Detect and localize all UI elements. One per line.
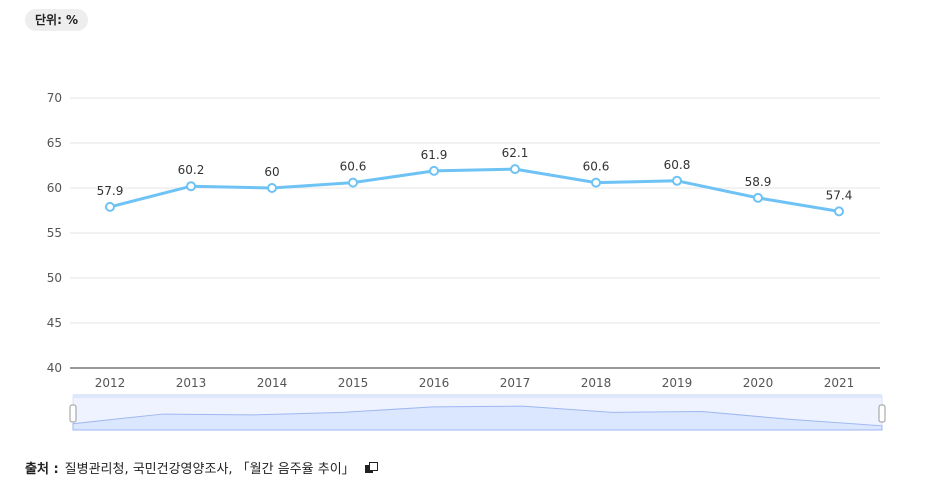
data-labels: 57.9 60.2 60 60.6 61.9 62.1 60.6 60.8 58.9 57.4 — [97, 146, 853, 202]
data-point[interactable] — [267, 183, 277, 193]
data-label: 57.4 — [826, 188, 853, 202]
x-tick-label: 2020 — [743, 376, 774, 390]
data-point[interactable] — [348, 177, 358, 188]
navigator-area — [72, 405, 883, 431]
x-tick-label: 2015 — [338, 376, 369, 390]
data-point[interactable] — [834, 206, 844, 217]
y-tick-label: 55 — [47, 226, 62, 240]
data-point[interactable] — [672, 175, 682, 186]
navigator-left-handle[interactable] — [69, 404, 77, 423]
y-tick-label: 40 — [47, 361, 62, 375]
unit-badge: 단위: % — [25, 9, 89, 31]
x-tick-label: 2014 — [257, 376, 288, 390]
series-line — [109, 167, 840, 213]
data-point[interactable] — [753, 192, 763, 203]
source-line: 출처 : 질병관리청, 국민건강영양조사, 「월간 음주율 추이」 — [25, 458, 378, 477]
y-tick-label: 50 — [47, 271, 62, 285]
grid-lines — [70, 97, 880, 369]
data-point[interactable] — [429, 165, 439, 176]
range-navigator[interactable] — [69, 394, 886, 431]
data-label: 58.9 — [745, 175, 772, 189]
source-label: 출처 : — [25, 462, 59, 477]
x-tick-label: 2021 — [824, 376, 855, 390]
data-label: 60 — [264, 165, 279, 179]
external-link-icon[interactable] — [364, 461, 378, 474]
data-point[interactable] — [591, 177, 601, 188]
y-tick-label: 45 — [47, 316, 62, 330]
x-tick-label: 2019 — [662, 376, 693, 390]
source-text: 질병관리청, 국민건강영양조사, 「월간 음주율 추이」 — [64, 462, 355, 477]
x-tick-label: 2018 — [581, 376, 612, 390]
y-axis-ticks: 40 45 50 55 60 65 70 — [47, 91, 62, 375]
data-label: 62.1 — [502, 146, 529, 160]
data-label: 61.9 — [421, 148, 448, 162]
x-tick-label: 2016 — [419, 376, 450, 390]
data-point[interactable] — [510, 164, 520, 175]
data-label: 60.6 — [340, 160, 367, 174]
x-tick-label: 2017 — [500, 376, 531, 390]
y-tick-label: 60 — [47, 181, 62, 195]
data-point[interactable] — [186, 181, 196, 192]
navigator-scrollbar[interactable] — [73, 394, 882, 398]
x-axis-ticks: 2012 2013 2014 2015 2016 2017 2018 2019 2020 2021 — [95, 376, 855, 390]
data-label: 60.8 — [664, 158, 691, 172]
data-label: 60.2 — [178, 163, 205, 177]
data-point[interactable] — [105, 201, 115, 212]
x-tick-label: 2012 — [95, 376, 126, 390]
y-tick-label: 65 — [47, 136, 62, 150]
x-tick-label: 2013 — [176, 376, 207, 390]
data-label: 57.9 — [97, 184, 124, 198]
y-tick-label: 70 — [47, 91, 62, 105]
navigator-right-handle[interactable] — [878, 404, 886, 423]
data-label: 60.6 — [583, 160, 610, 174]
series-group — [105, 164, 844, 217]
